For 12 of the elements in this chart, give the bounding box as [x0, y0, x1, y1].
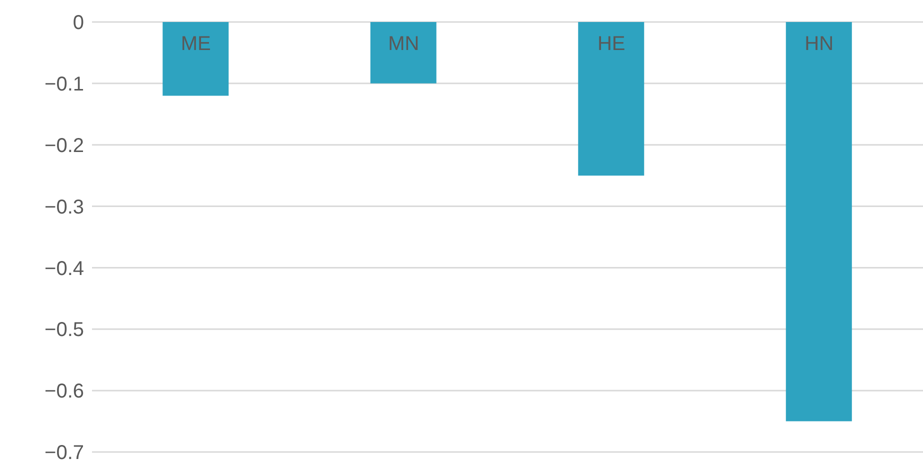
x-tick-label: MN: [388, 33, 420, 55]
y-tick-label: −0.4: [44, 258, 84, 280]
y-tick-label: −0.2: [44, 134, 84, 157]
y-tick-label: −0.3: [44, 196, 84, 218]
x-tick-label: HN: [804, 33, 834, 55]
y-tick-label: −0.1: [44, 74, 84, 96]
y-tick-label: 0: [72, 12, 84, 34]
x-tick-label: ME: [180, 33, 211, 55]
y-tick-label: −0.5: [44, 319, 84, 342]
x-tick-label: HE: [597, 33, 626, 55]
y-tick-label: −0.7: [44, 442, 84, 462]
y-tick-label: −0.6: [44, 380, 84, 403]
